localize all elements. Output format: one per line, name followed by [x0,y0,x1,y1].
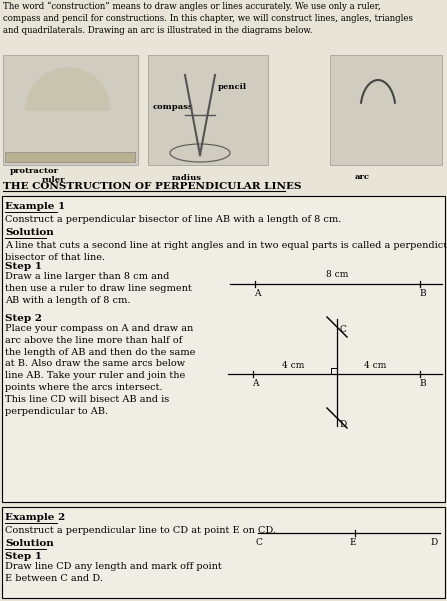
Text: D: D [339,420,346,429]
Text: ruler: ruler [42,176,66,184]
Text: Step 1: Step 1 [5,552,42,561]
Text: 4 cm: 4 cm [282,361,304,370]
FancyBboxPatch shape [3,55,138,165]
Text: A: A [254,289,261,298]
Text: THE CONSTRUCTION OF PERPENDICULAR LINES: THE CONSTRUCTION OF PERPENDICULAR LINES [3,182,301,191]
Text: The word “construction” means to draw angles or lines accurately. We use only a : The word “construction” means to draw an… [3,2,413,35]
Text: Solution: Solution [5,539,54,548]
Text: Example 1: Example 1 [5,202,65,211]
Text: pencil: pencil [218,83,247,91]
Text: B: B [419,289,426,298]
Text: compass: compass [153,103,194,111]
Wedge shape [26,68,110,110]
Text: D: D [431,538,438,547]
FancyBboxPatch shape [330,55,442,165]
Text: A line that cuts a second line at right angles and in two equal parts is called : A line that cuts a second line at right … [5,241,447,262]
Bar [2,507,445,598]
Bar [5,152,135,162]
Text: C: C [339,325,346,334]
Text: Construct a perpendicular line to CD at point E on CD.: Construct a perpendicular line to CD at … [5,526,276,535]
Text: 8 cm: 8 cm [326,270,348,279]
Text: radius: radius [172,174,202,182]
Text: arc: arc [355,173,370,181]
FancyBboxPatch shape [148,55,268,165]
Text: protractor: protractor [10,167,59,175]
Text: 4 cm: 4 cm [364,361,386,370]
Bar [2,196,445,502]
Text: C: C [256,538,263,547]
Text: A: A [252,379,258,388]
Text: Construct a perpendicular bisector of line AB with a length of 8 cm.: Construct a perpendicular bisector of li… [5,215,342,224]
Text: Example 2: Example 2 [5,513,65,522]
Text: Draw line CD any length and mark off point
E between C and D.: Draw line CD any length and mark off poi… [5,562,222,583]
Text: Step 2: Step 2 [5,314,42,323]
Text: Step 1: Step 1 [5,262,42,271]
Text: Place your compass on A and draw an
arc above the line more than half of
the len: Place your compass on A and draw an arc … [5,324,195,416]
Text: E: E [350,538,356,547]
Text: Draw a line larger than 8 cm and
then use a ruler to draw line segment
AB with a: Draw a line larger than 8 cm and then us… [5,272,192,305]
Text: B: B [419,379,426,388]
Text: Solution: Solution [5,228,54,237]
